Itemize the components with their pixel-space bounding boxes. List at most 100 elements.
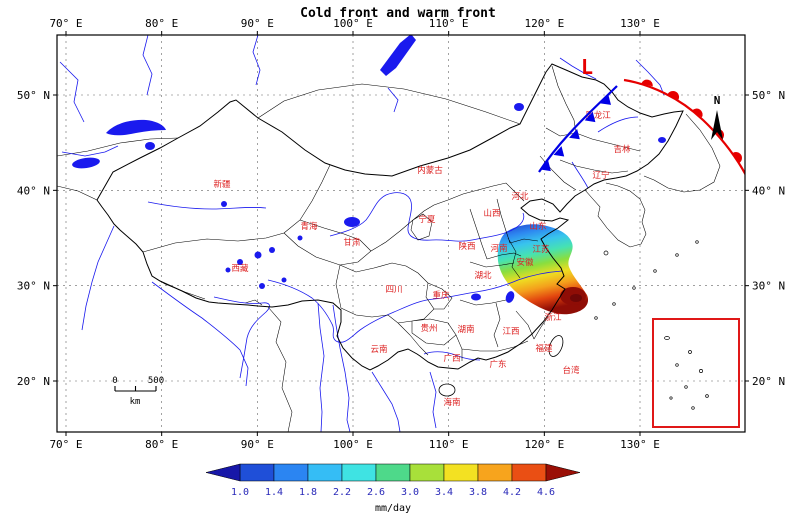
province-label-云南: 云南 [370, 344, 387, 355]
province-label-江苏: 江苏 [532, 244, 550, 255]
qaidam-lake [297, 235, 303, 241]
tibet-lake [269, 247, 275, 253]
colorbar-tick-7: 3.8 [469, 487, 487, 498]
lat-label-left-0: 50° N [17, 89, 50, 102]
qinghai-lake [344, 217, 360, 227]
china-boundary [96, 63, 684, 371]
province-label-山东: 山东 [529, 221, 546, 232]
rivers [59, 35, 665, 432]
province-label-海南: 海南 [443, 397, 460, 408]
lat-label-right-0: 50° N [752, 89, 785, 102]
warm-front-line [623, 78, 745, 176]
lon-label-top-0: 70° E [49, 17, 82, 30]
primorye-coastline [643, 113, 721, 193]
province-label-重庆: 重庆 [432, 290, 450, 301]
lake-baikal [380, 35, 416, 76]
colorbar-tick-3: 2.2 [333, 487, 351, 498]
figure-title: Cold front and warm front [300, 6, 496, 21]
precipitation-shading [497, 224, 589, 315]
tibet-lake [237, 259, 243, 265]
khanka-lake [658, 137, 666, 143]
scale-bar-line [114, 386, 157, 392]
lat-label-right-1: 40° N [752, 184, 785, 197]
colorbar-tick-labels: 1.0 1.4 1.8 2.2 2.6 3.0 3.4 3.8 4.2 4.6 [231, 487, 555, 498]
colorbar-tick-2: 1.8 [299, 487, 317, 498]
province-label-安徽: 安徽 [516, 257, 534, 268]
colorbar-segment-6 [443, 463, 479, 482]
tibet-lake [259, 283, 265, 289]
province-label-甘肃: 甘肃 [343, 237, 361, 248]
lat-label-left-3: 20° N [17, 375, 50, 388]
dongting-lake [471, 293, 481, 301]
province-label-江西: 江西 [502, 327, 519, 337]
ryukyu-islands [594, 240, 699, 320]
province-label-内蒙古: 内蒙古 [417, 165, 443, 176]
colorbar-left-arrow [205, 463, 241, 482]
scale-bar-label-end: 500 [148, 376, 164, 386]
lake-balkhash [106, 119, 166, 136]
province-label-河南: 河南 [490, 243, 507, 254]
precipitation-core-inner [570, 294, 582, 302]
scale-bar-label-start: 0 [112, 376, 117, 386]
province-label-宁夏: 宁夏 [418, 214, 436, 225]
colorbar-segment-2 [307, 463, 343, 482]
korea-coastline [584, 182, 647, 248]
colorbar-tick-5: 3.0 [401, 487, 419, 498]
lon-label-bottom-4: 110° E [429, 438, 469, 451]
province-label-青海: 青海 [300, 221, 318, 232]
province-label-广西: 广西 [443, 353, 460, 364]
colorbar-tick-0: 1.0 [231, 487, 249, 498]
hulun-lake [514, 103, 524, 111]
poyang-lake [505, 291, 515, 303]
inset-islands [664, 336, 709, 410]
colorbar-segment-5 [409, 463, 445, 482]
province-label-山西: 山西 [483, 208, 500, 219]
province-label-吉林: 吉林 [613, 144, 631, 155]
lon-label-top-6: 130° E [620, 17, 660, 30]
province-label-福建: 福建 [535, 343, 553, 354]
lat-label-right-2: 30° N [752, 280, 785, 293]
province-label-贵州: 贵州 [420, 323, 437, 334]
cold-front-line [538, 85, 618, 173]
lon-label-top-3: 100° E [333, 17, 373, 30]
lake-alakol [145, 142, 155, 150]
colorbar: 1.0 1.4 1.8 2.2 2.6 3.0 3.4 3.8 4.2 4.6 mm/day [205, 463, 581, 514]
lon-label-top-5: 120° E [524, 17, 564, 30]
cold-front [538, 85, 618, 173]
colorbar-segment-3 [341, 463, 377, 482]
lat-label-left-2: 30° N [17, 280, 50, 293]
colorbar-segment-1 [273, 463, 309, 482]
lon-label-bottom-6: 130° E [620, 438, 660, 451]
colorbar-segment-8 [511, 463, 547, 482]
foreign-boundaries [57, 83, 521, 432]
lon-label-top-2: 90° E [241, 17, 274, 30]
province-label-陕西: 陕西 [458, 241, 475, 252]
lake-issyk [72, 157, 100, 169]
colorbar-tick-6: 3.4 [435, 487, 453, 498]
bosten-lake [221, 201, 227, 207]
tibet-lake [254, 251, 262, 259]
tibet-lake [281, 277, 287, 283]
colorbar-segments [205, 463, 581, 482]
scale-bar-unit: km [130, 397, 141, 407]
colorbar-tick-8: 4.2 [503, 487, 521, 498]
south-china-sea-inset [652, 318, 740, 428]
colorbar-tick-4: 2.6 [367, 487, 385, 498]
grid-lines [57, 35, 745, 432]
lon-label-top-4: 110° E [429, 17, 469, 30]
colorbar-right-arrow [545, 463, 581, 482]
taiwan-island [548, 335, 564, 357]
cold-front-teeth [540, 94, 611, 172]
lon-label-bottom-5: 120° E [524, 438, 564, 451]
lakes [72, 35, 666, 303]
province-label-台湾: 台湾 [562, 365, 580, 376]
province-label-浙江: 浙江 [544, 312, 562, 323]
axis-labels: 70° E 70° E 80° E 80° E 90° E 90° E 100° E 100°… [17, 17, 785, 451]
province-label-辽宁: 辽宁 [592, 170, 609, 181]
lat-label-right-3: 20° N [752, 375, 785, 388]
tibet-lake [225, 267, 231, 273]
colorbar-segment-0 [239, 463, 275, 482]
